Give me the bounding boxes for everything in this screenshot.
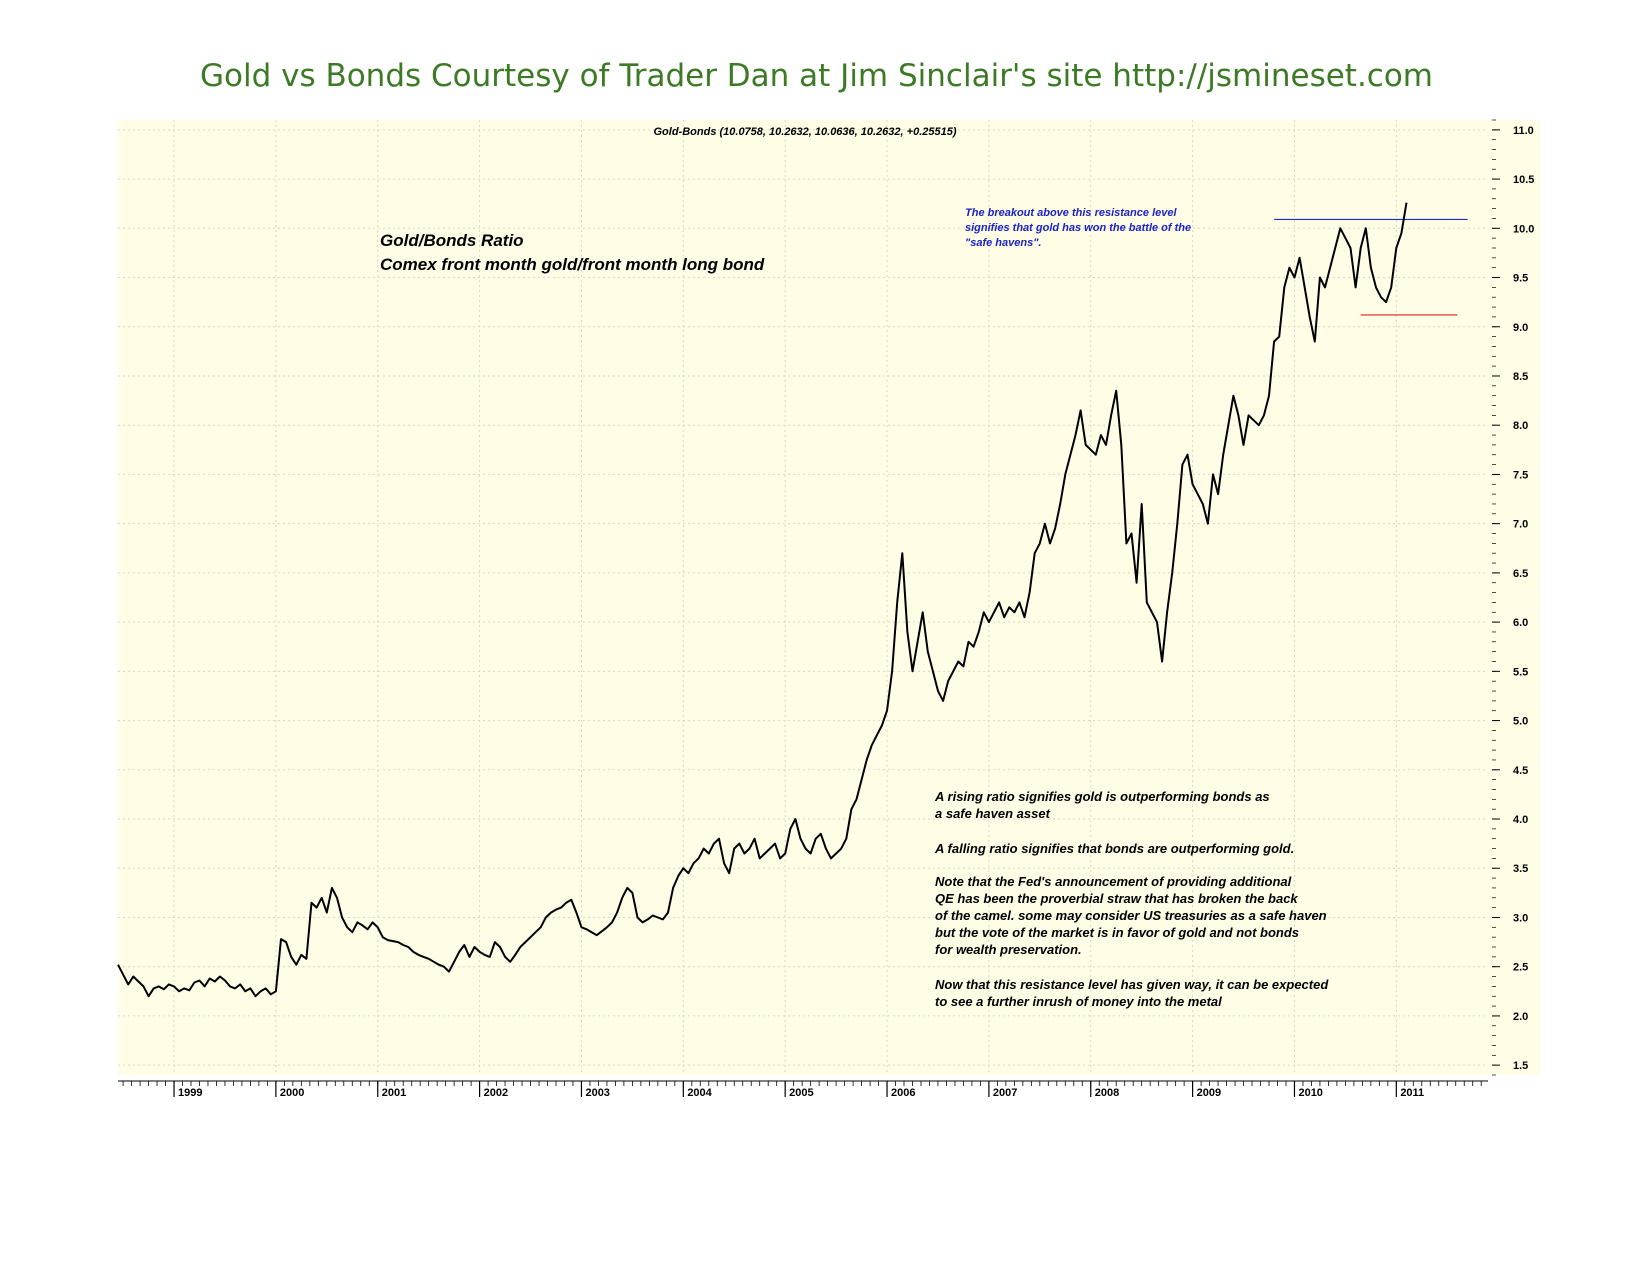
plot-background	[118, 120, 1540, 1075]
chart-title-line: Comex front month gold/front month long …	[380, 255, 765, 274]
note-annotation-line: for wealth preservation.	[935, 942, 1082, 957]
y-tick-label: 9.5	[1513, 273, 1528, 285]
y-tick-label: 6.5	[1513, 568, 1528, 580]
gold-bonds-ratio-line	[117, 202, 1408, 998]
x-tick-label: 2008	[1095, 1087, 1119, 1099]
x-tick-label: 2000	[280, 1087, 304, 1099]
y-tick-label: 8.0	[1513, 420, 1528, 432]
y-tick-label: 1.5	[1513, 1060, 1528, 1072]
x-tick-label: 1999	[178, 1087, 202, 1099]
rising-annotation-line: a safe haven asset	[935, 806, 1051, 821]
axis-layer: 1.5 2.0 2.5 3.0 3.5 4.0 4.5 5.0 5.5 6.0 6.5 7.0 7.5 8…	[118, 119, 1534, 1099]
y-tick-label: 5.5	[1513, 666, 1528, 678]
y-tick-label: 6.0	[1513, 617, 1528, 629]
y-tick-label: 9.0	[1513, 322, 1528, 334]
x-tick-label: 2010	[1298, 1087, 1322, 1099]
note-annotation-line: QE has been the proverbial straw that ha…	[935, 891, 1298, 906]
annotation-layer: Gold/Bonds Ratio Comex front month gold/f…	[380, 207, 1329, 1009]
y-tick-label: 2.5	[1513, 962, 1528, 974]
y-tick-label: 8.5	[1513, 371, 1528, 383]
grid-layer	[118, 120, 1488, 1075]
y-tick-label: 4.0	[1513, 814, 1528, 826]
y-tick-label: 11.0	[1513, 125, 1534, 137]
breakout-annotation-line: signifies that gold has won the battle o…	[965, 222, 1191, 234]
note-annotation-line: but the vote of the market is in favor o…	[935, 925, 1299, 940]
x-tick-label: 2009	[1197, 1087, 1221, 1099]
x-tick-label: 2005	[789, 1087, 813, 1099]
series-layer	[117, 202, 1408, 998]
now-annotation-line: to see a further inrush of money into th…	[935, 994, 1222, 1009]
y-tick-label: 7.5	[1513, 469, 1528, 481]
x-tick-label: 2001	[382, 1087, 406, 1099]
x-tick-label: 2007	[993, 1087, 1017, 1099]
x-tick-label: 2011	[1400, 1087, 1424, 1099]
falling-annotation-line: A falling ratio signifies that bonds are…	[934, 841, 1294, 856]
note-annotation-line: Note that the Fed's announcement of prov…	[935, 874, 1292, 889]
y-tick-label: 3.0	[1513, 912, 1528, 924]
y-tick-label: 2.0	[1513, 1011, 1528, 1023]
y-tick-label: 10.5	[1513, 174, 1534, 186]
breakout-annotation-line: "safe havens".	[965, 237, 1041, 249]
x-tick-label: 2006	[891, 1087, 915, 1099]
y-tick-label: 3.5	[1513, 863, 1528, 875]
reference-lines	[1274, 218, 1468, 316]
x-tick-label: 2003	[585, 1087, 609, 1099]
chart-header: Gold-Bonds (10.0758, 10.2632, 10.0636, 1…	[654, 126, 957, 138]
page-title: Gold vs Bonds Courtesy of Trader Dan at …	[199, 58, 1434, 94]
now-annotation-line: Now that this resistance level has given…	[935, 977, 1329, 992]
x-tick-label: 2002	[484, 1087, 508, 1099]
chart-title-line: Gold/Bonds Ratio	[380, 231, 524, 250]
x-tick-label: 2004	[687, 1087, 712, 1099]
breakout-annotation-line: The breakout above this resistance level	[965, 207, 1177, 219]
y-tick-label: 4.5	[1513, 765, 1528, 777]
y-tick-label: 5.0	[1513, 716, 1528, 728]
y-tick-label: 10.0	[1513, 223, 1534, 235]
note-annotation-line: of the camel. some may consider US treas…	[935, 908, 1327, 923]
rising-annotation-line: A rising ratio signifies gold is outperf…	[934, 789, 1270, 804]
y-tick-label: 7.0	[1513, 519, 1528, 531]
